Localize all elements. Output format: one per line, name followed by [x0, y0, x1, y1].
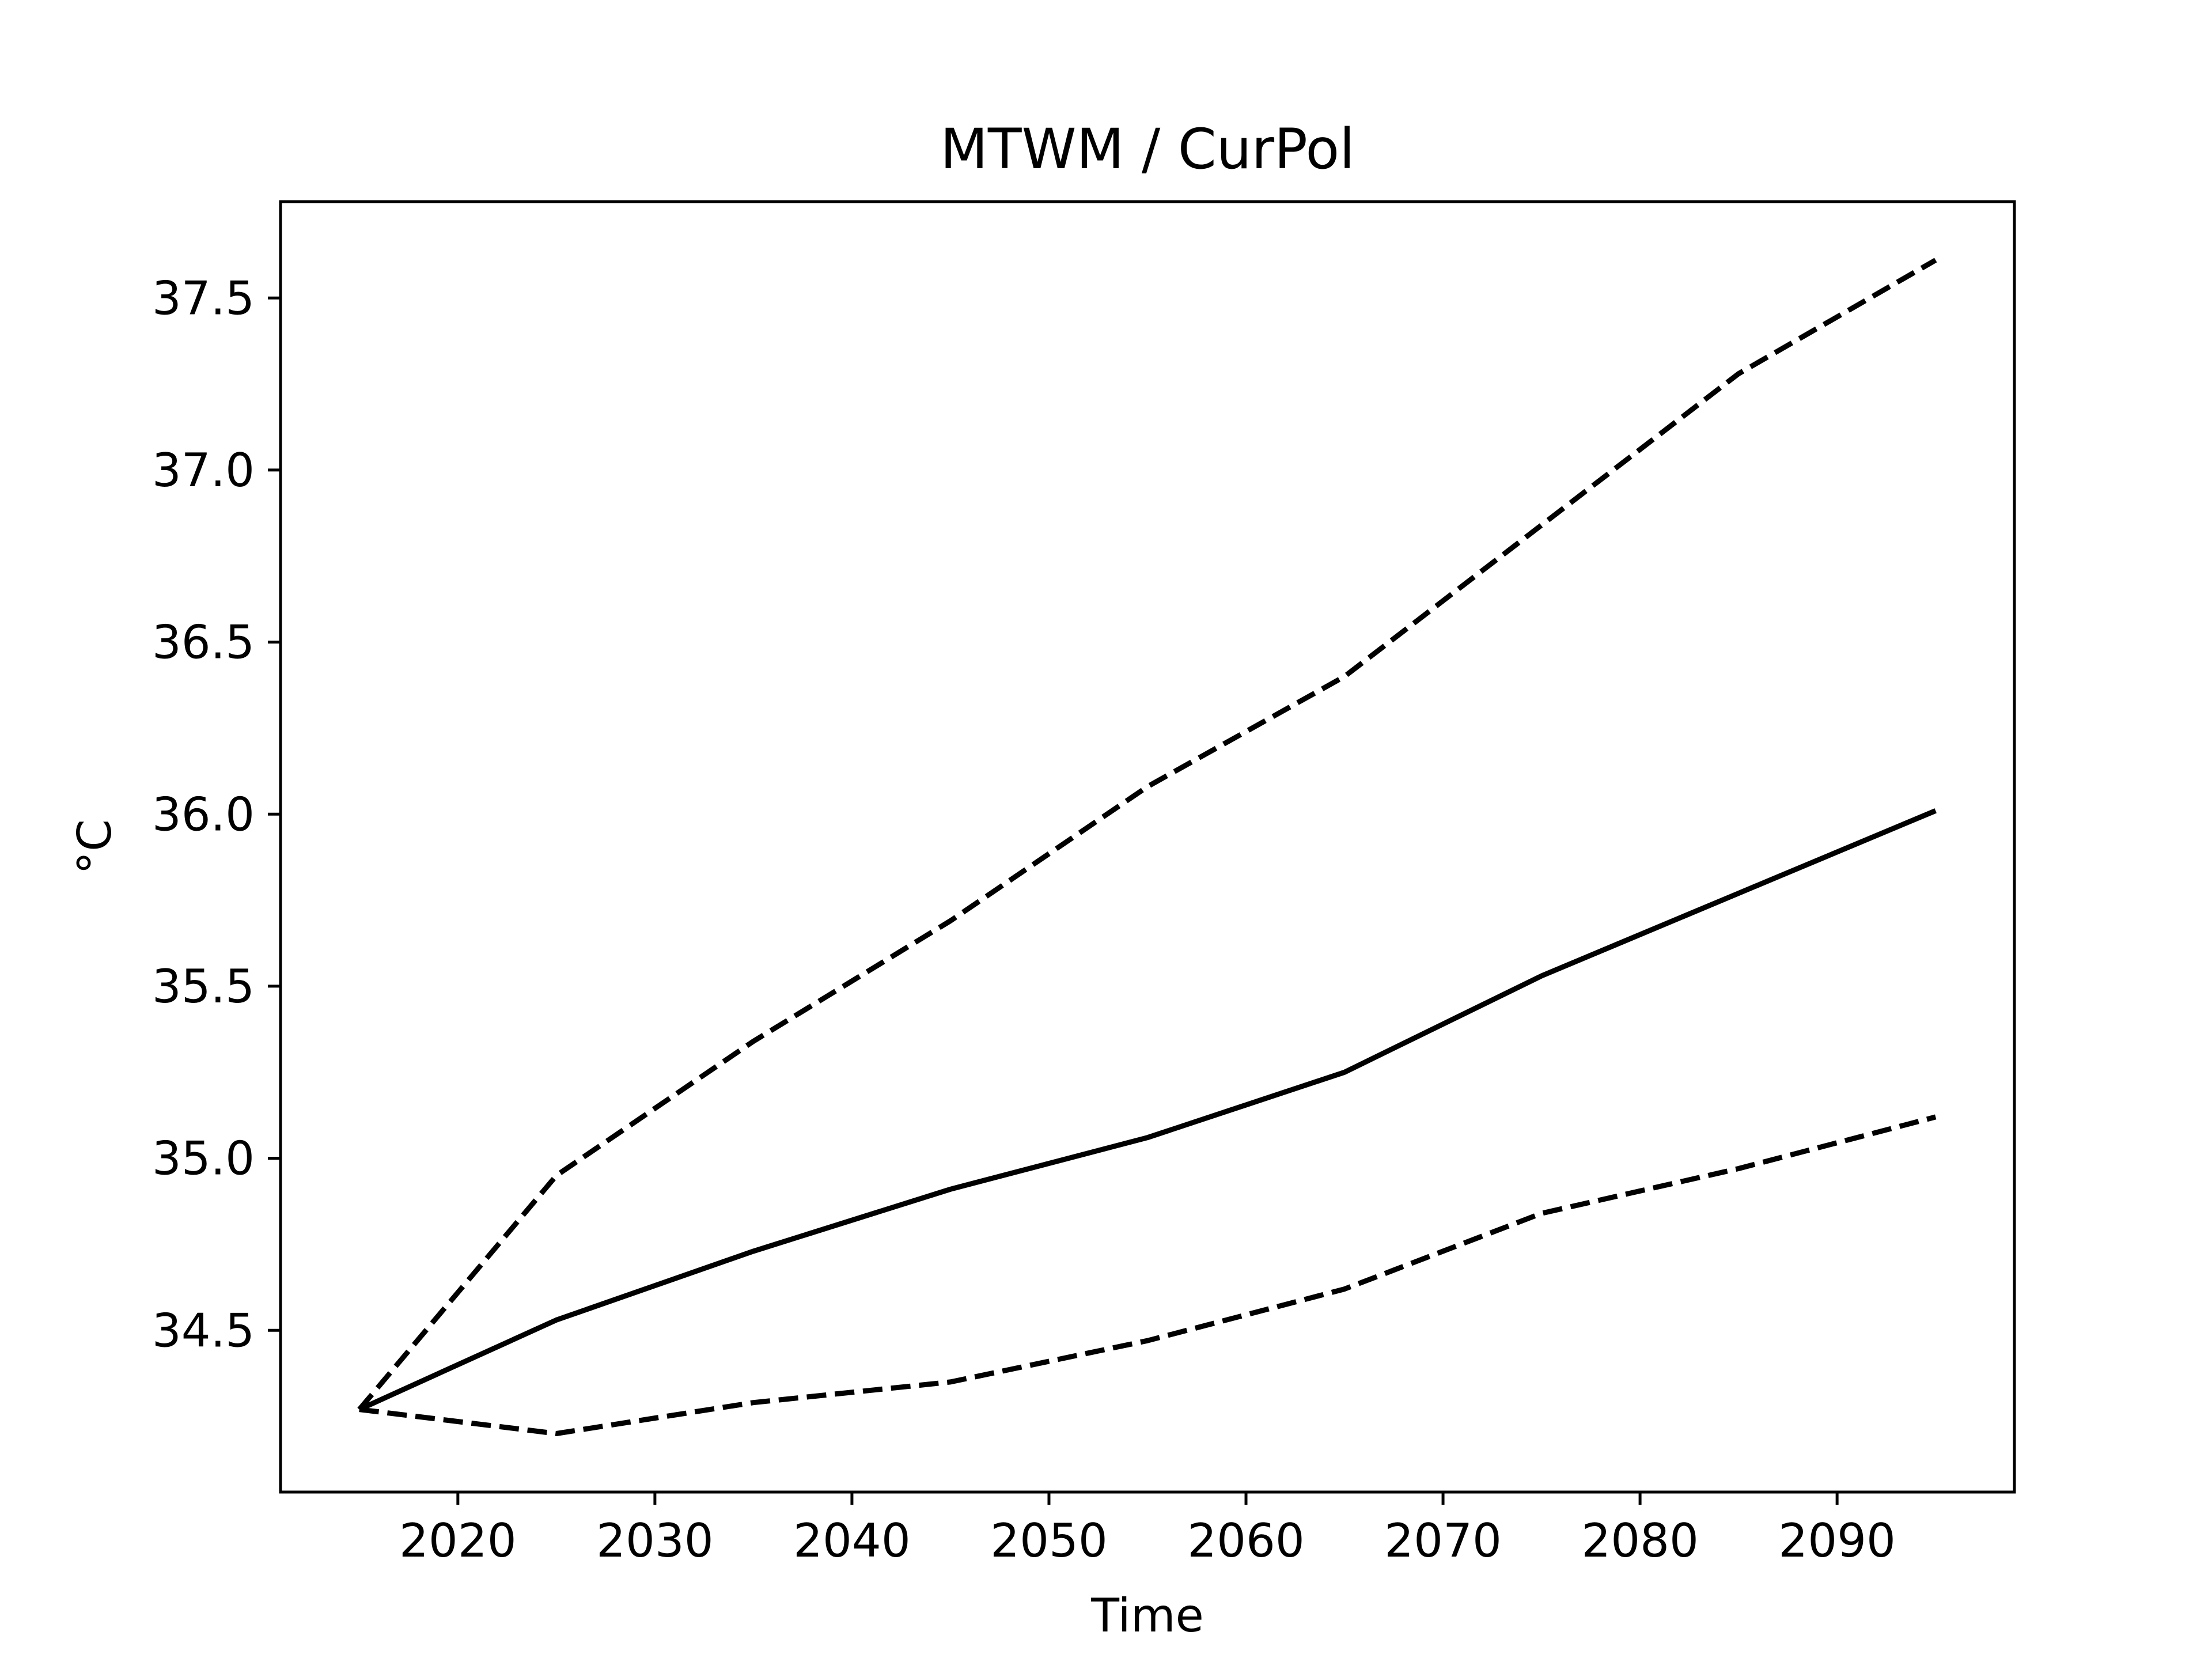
x-tick-label: 2050	[990, 1514, 1108, 1568]
y-tick-label: 35.5	[152, 960, 255, 1013]
x-axis: 2020 2030 2040 2050 2060 2070 2080 2090	[399, 1492, 1896, 1568]
y-tick-label: 35.0	[152, 1132, 255, 1186]
dashed-series-line-0	[357, 258, 1937, 1411]
y-tick-label: 36.0	[152, 788, 255, 841]
plot-area	[357, 258, 1937, 1436]
x-axis-label: Time	[1090, 1589, 1204, 1642]
x-tick-label: 2080	[1581, 1514, 1699, 1568]
x-tick-label: 2070	[1384, 1514, 1502, 1568]
x-tick-label: 2060	[1187, 1514, 1305, 1568]
x-tick-label: 2020	[399, 1514, 517, 1568]
y-tick-label: 36.5	[152, 616, 255, 669]
x-tick-label: 2090	[1778, 1514, 1896, 1568]
x-tick-label: 2030	[596, 1514, 714, 1568]
chart-title: MTWM / CurPol	[940, 117, 1355, 181]
y-axis-label: °C	[68, 819, 122, 874]
solid-series-line-1	[358, 808, 1937, 1412]
x-tick-label: 2040	[793, 1514, 911, 1568]
y-axis: 34.5 35.0 35.5 36.0 36.5 37.0 37.5	[152, 271, 281, 1357]
y-tick-label: 37.5	[152, 271, 255, 325]
y-tick-label: 34.5	[152, 1304, 255, 1357]
plot-frame	[279, 200, 2016, 1494]
dashed-series-line-2	[359, 1114, 1937, 1436]
y-tick-label: 37.0	[152, 444, 255, 497]
